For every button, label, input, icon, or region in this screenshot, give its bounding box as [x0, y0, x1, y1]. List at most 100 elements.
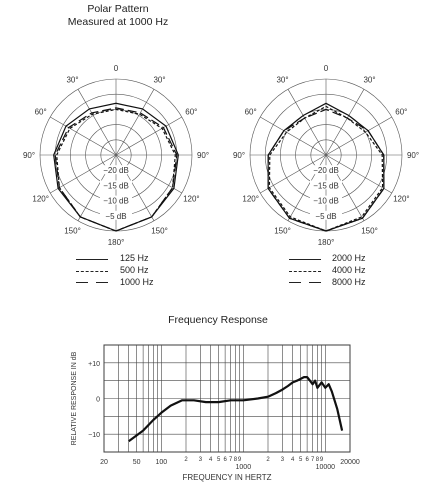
- polar-ring-label: −5 dB: [105, 212, 126, 221]
- polar-ring-label-bg: [310, 165, 342, 175]
- freq-ytick-label: +10: [88, 361, 100, 368]
- polar-angle-label: 90°: [23, 151, 35, 160]
- legend-label-1000: 1000 Hz: [120, 277, 154, 287]
- polar-ring-label-bg: [100, 210, 132, 220]
- polar-spoke: [77, 89, 117, 156]
- polar-ring-label-bg: [310, 210, 342, 220]
- freq-xtick-label: 50: [133, 459, 141, 466]
- polar-spoke: [287, 89, 327, 156]
- polar-ring-label-bg: [100, 180, 132, 190]
- polar-angle-label: 0: [324, 64, 329, 73]
- legend-label-4000: 4000 Hz: [332, 265, 366, 275]
- polar-spoke: [50, 116, 117, 156]
- polar-series-125hz: [53, 102, 179, 232]
- polar-plot-2: [249, 78, 403, 232]
- polar-angle-label: 0: [114, 64, 119, 73]
- polar-spoke: [260, 116, 327, 156]
- polar-ring-label-bg: [100, 165, 132, 175]
- freq-response-curve: [128, 376, 344, 443]
- polar-angle-label: 90°: [233, 151, 245, 160]
- polar-ring-label: −15 dB: [313, 181, 339, 190]
- polar-spoke: [115, 89, 155, 156]
- polar-angle-label: 180°: [318, 238, 335, 247]
- freq-xminor-label: 4: [209, 457, 213, 463]
- polar-angle-label: 90°: [407, 151, 419, 160]
- freq-xminor-label: 4: [291, 457, 295, 463]
- polar-ring-label: −20 dB: [313, 166, 339, 175]
- polar-spoke: [325, 89, 365, 156]
- freq-xminor-label: 5: [217, 457, 221, 463]
- freq-xminor-label: 2: [184, 457, 188, 463]
- polar-series-1000hz: [54, 107, 178, 232]
- freq-xminor-label: 8: [316, 457, 320, 463]
- legend-label-125: 125 Hz: [120, 253, 149, 263]
- freq-xminor-label: 5: [299, 457, 303, 463]
- freq-xminor-label: 3: [199, 457, 203, 463]
- polar-ring-label: −20 dB: [103, 166, 129, 175]
- polar-angle-label: 30°: [363, 76, 375, 85]
- polar-subtitle: Measured at 1000 Hz: [67, 16, 169, 28]
- freq-xminor-label: 3: [281, 457, 285, 463]
- polar-angle-label: 150°: [64, 226, 81, 235]
- freq-xminor-label: 9: [238, 457, 242, 463]
- legend-line-500: [76, 271, 108, 272]
- frequency-response-title: Frequency Response: [168, 314, 268, 326]
- polar-angle-label: 120°: [32, 195, 49, 204]
- freq-xminor-label: 6: [223, 457, 227, 463]
- polar-angle-label: 90°: [197, 151, 209, 160]
- legend-line-2000: [289, 259, 321, 260]
- polar-angle-label: 150°: [361, 226, 378, 235]
- freq-xtick-label: 100: [155, 459, 167, 466]
- polar-angle-label: 60°: [185, 108, 197, 117]
- polar-angle-label: 60°: [35, 108, 47, 117]
- frequency-response-chart: [103, 344, 351, 453]
- polar-spoke: [325, 154, 392, 194]
- freq-xminor-label: 8: [234, 457, 238, 463]
- legend-label-500: 500 Hz: [120, 265, 149, 275]
- freq-xlabel: FREQUENCY IN HERTZ: [182, 473, 271, 482]
- polar-series-8000hz: [267, 108, 385, 232]
- polar-angle-label: 30°: [276, 76, 288, 85]
- polar-title: Polar Pattern: [87, 3, 149, 15]
- freq-xtick-label: 20000: [340, 459, 360, 466]
- polar-spoke: [260, 154, 327, 194]
- freq-xtick-label: 20: [100, 459, 108, 466]
- polar-angle-label: 150°: [151, 226, 168, 235]
- polar-angle-label: 30°: [66, 76, 78, 85]
- polar-spoke: [50, 154, 117, 194]
- legend-line-125: [76, 259, 108, 260]
- legend-line-4000: [289, 271, 321, 272]
- polar-angle-label: 60°: [395, 108, 407, 117]
- polar-angle-label: 120°: [393, 195, 410, 204]
- polar-angle-label: 180°: [108, 238, 125, 247]
- polar-angle-label: 120°: [183, 195, 200, 204]
- polar-angle-label: 30°: [153, 76, 165, 85]
- polar-ring-label: −10 dB: [313, 197, 339, 206]
- polar-spoke: [325, 116, 392, 156]
- polar-series-4000hz: [268, 105, 384, 232]
- freq-ytick-label: 0: [96, 397, 100, 404]
- polar-ring-label-bg: [100, 195, 132, 205]
- freq-ylabel: RELATIVE RESPONSE IN dB: [71, 351, 78, 445]
- freq-xminor-label: 6: [305, 457, 309, 463]
- freq-xtick-label: 10000: [316, 464, 336, 471]
- freq-xminor-label: 2: [266, 457, 270, 463]
- polar-ring-label: −10 dB: [103, 197, 129, 206]
- freq-xminor-label: 7: [311, 457, 315, 463]
- polar-ring-label-bg: [310, 195, 342, 205]
- polar-ring-label-bg: [310, 180, 342, 190]
- freq-xminor-label: 9: [320, 457, 324, 463]
- polar-angle-label: 120°: [242, 195, 259, 204]
- legend-label-2000: 2000 Hz: [332, 253, 366, 263]
- freq-xtick-label: 1000: [236, 464, 252, 471]
- polar-angle-label: 60°: [245, 108, 257, 117]
- polar-ring-label: −5 dB: [315, 212, 336, 221]
- freq-ytick-label: −10: [88, 432, 100, 439]
- polar-ring-label: −15 dB: [103, 181, 129, 190]
- polar-spoke: [115, 154, 182, 194]
- polar-plot-1: [39, 78, 193, 232]
- legend-label-8000: 8000 Hz: [332, 277, 366, 287]
- polar-spoke: [115, 116, 182, 156]
- freq-xminor-label: 7: [229, 457, 233, 463]
